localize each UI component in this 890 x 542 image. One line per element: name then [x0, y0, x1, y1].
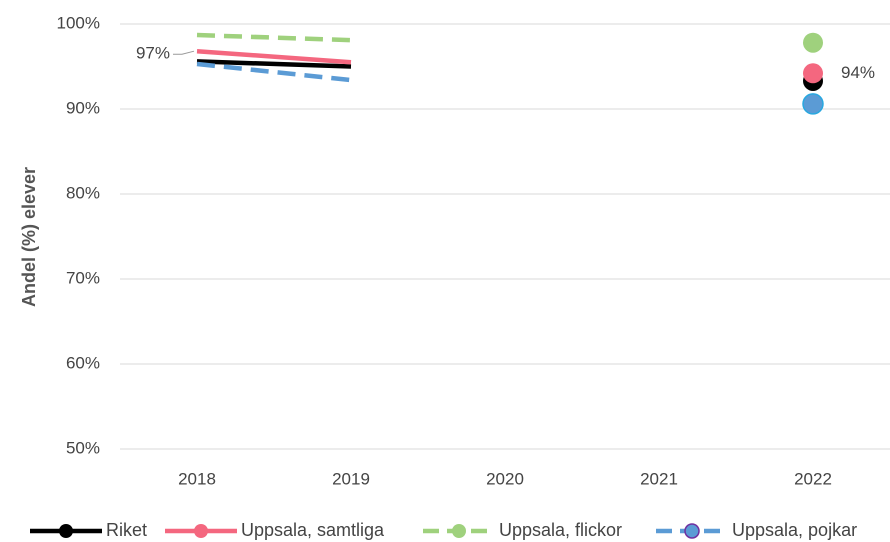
x-tick-label: 2018	[178, 469, 216, 488]
y-axis-label: Andel (%) elever	[19, 167, 39, 307]
series-line	[196, 59, 352, 69]
legend-marker	[452, 524, 466, 538]
x-tick-label: 2020	[486, 469, 524, 488]
legend-label: Riket	[106, 520, 147, 540]
y-tick-label: 70%	[66, 268, 100, 287]
legend-marker	[684, 523, 700, 539]
leader-line	[173, 50, 195, 55]
x-tick-label: 2019	[332, 469, 370, 488]
legend-marker	[194, 524, 208, 538]
y-tick-label: 50%	[66, 438, 100, 457]
x-tick-label: 2022	[794, 469, 832, 488]
point-marker	[803, 63, 823, 84]
point-marker	[803, 32, 823, 53]
y-tick-label: 80%	[66, 183, 100, 202]
x-tick-label: 2021	[640, 469, 678, 488]
legend-label: Uppsala, samtliga	[241, 520, 385, 540]
y-tick-label: 60%	[66, 353, 100, 372]
legend-marker	[59, 524, 73, 538]
point-marker	[802, 93, 824, 115]
data-label: 94%	[841, 63, 875, 82]
legend-label: Uppsala, flickor	[499, 520, 622, 540]
legend-label: Uppsala, pojkar	[732, 520, 857, 540]
data-label: 97%	[136, 44, 170, 63]
y-tick-label: 100%	[57, 13, 100, 32]
y-tick-label: 90%	[66, 98, 100, 117]
series-line	[196, 48, 352, 65]
series-line	[196, 32, 352, 43]
